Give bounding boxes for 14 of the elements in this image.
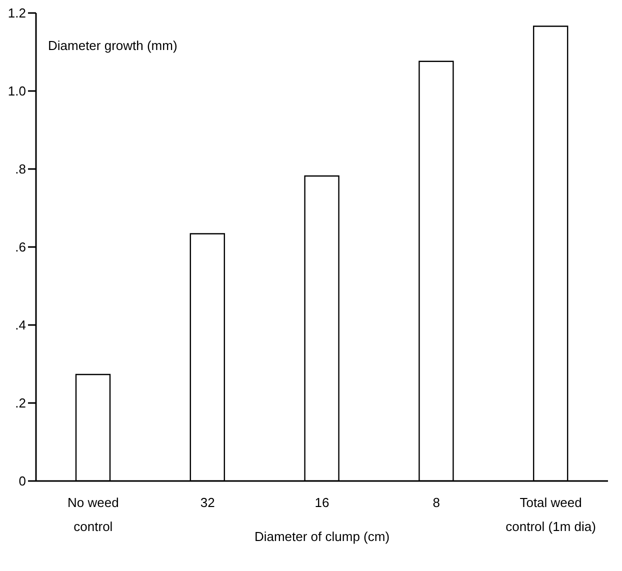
y-tick-label: .4 (15, 318, 26, 333)
y-tick-label: .6 (15, 240, 26, 255)
y-tick-label: .8 (15, 162, 26, 177)
y-tick-label: 1.2 (8, 6, 26, 21)
y-tick-label: 0 (18, 474, 26, 489)
x-axis-title: Diameter of clump (cm) (254, 529, 390, 544)
y-axis-title: Diameter growth (mm) (48, 38, 178, 54)
y-tick-label: 1.0 (8, 84, 26, 99)
x-tick-label: 8 (432, 495, 440, 510)
x-tick-label: No weed control (68, 495, 119, 534)
x-tick-label: 16 (314, 495, 330, 510)
x-tick-label: 32 (200, 495, 215, 510)
x-tick-label: Total weed control (1m dia) (506, 495, 596, 534)
y-tick-label: .2 (15, 396, 26, 411)
